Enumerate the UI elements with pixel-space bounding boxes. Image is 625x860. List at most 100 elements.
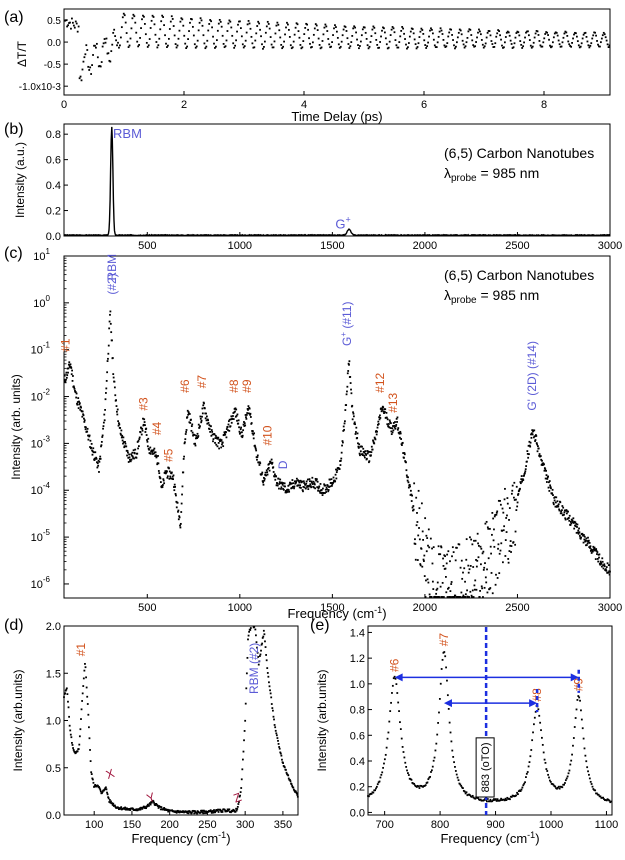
panel-a-point <box>606 43 609 46</box>
panel-c-point <box>73 386 76 389</box>
panel-c-point <box>187 411 190 413</box>
panel-a-point <box>221 34 224 37</box>
panel-a-point <box>143 15 145 18</box>
panel-c-point <box>230 418 232 421</box>
panel-c-point <box>101 436 104 438</box>
panel-c-point <box>415 496 418 499</box>
panel-c-point <box>540 464 543 466</box>
panel-c-point <box>98 471 100 473</box>
panel-c-point <box>506 514 508 517</box>
panel-d-point <box>258 655 261 657</box>
panel-c-point <box>126 454 128 457</box>
panel-c-point <box>594 549 596 552</box>
panel-c-point <box>405 474 408 477</box>
lambda-subscript: probe <box>451 295 477 306</box>
panel-c-point <box>259 462 262 465</box>
panel-e-point <box>505 799 508 801</box>
panel-d-point <box>101 791 104 793</box>
panel-c-annotation: #1 <box>59 338 73 352</box>
panel-d-point <box>134 809 137 812</box>
panel-a-point <box>264 31 267 34</box>
panel-c-point <box>597 560 600 563</box>
panel-d-point <box>220 811 223 813</box>
panel-a-point <box>357 44 359 46</box>
panel-e-point <box>517 793 519 796</box>
panel-d-point <box>132 808 134 810</box>
panel-a-point <box>402 27 405 30</box>
panel-a-point <box>469 28 472 31</box>
panel-a-point <box>427 41 429 44</box>
panel-c-point <box>587 536 589 539</box>
panel-c-point <box>506 502 509 505</box>
panel-c-point <box>484 522 487 525</box>
panel-a-point <box>171 18 174 20</box>
panel-c-point <box>282 488 284 490</box>
panel-d-point <box>270 703 273 705</box>
panel-c-point <box>71 369 74 372</box>
panel-c-point <box>293 480 296 483</box>
panel-e-point <box>491 800 494 803</box>
panel-c-point <box>86 430 89 433</box>
panel-c-point <box>189 421 192 424</box>
panel-c-point <box>442 596 445 598</box>
panel-a-point <box>412 32 415 35</box>
panel-c-point <box>153 447 156 450</box>
panel-c-point <box>350 388 352 391</box>
panel-d-point <box>278 746 281 748</box>
panel-a-point <box>475 41 477 43</box>
panel-c-point <box>467 564 470 567</box>
panel-a-point <box>81 68 84 71</box>
panel-a-point <box>123 14 126 17</box>
panel-a-point <box>501 44 503 47</box>
panel-c-point <box>423 554 426 557</box>
panel-c-point <box>120 433 122 436</box>
panel-label-c: (c) <box>4 245 23 262</box>
panel-c-point <box>155 456 158 459</box>
panel-a-point <box>201 24 204 27</box>
panel-d-point <box>201 809 204 812</box>
panel-a-point <box>507 31 510 34</box>
panel-e-point <box>591 785 594 788</box>
panel-c-point <box>418 507 421 510</box>
panel-a-point <box>541 45 544 48</box>
panel-c-point <box>112 373 115 375</box>
panel-c-point <box>194 444 197 447</box>
panel-d-point <box>245 687 248 690</box>
panel-c-point <box>530 436 533 439</box>
panel-c-point <box>83 419 86 422</box>
panel-d-point <box>288 778 291 781</box>
panel-c-point <box>536 443 539 446</box>
panel-d-point <box>200 809 202 812</box>
panel-c-point <box>115 410 118 413</box>
panel-e-point <box>575 708 578 711</box>
panel-a-point <box>211 26 213 29</box>
panel-e-point <box>519 790 522 792</box>
panel-c-point <box>396 416 399 419</box>
panel-c-point <box>205 412 207 415</box>
panel-c-point <box>381 407 383 410</box>
panel-a-point <box>277 23 280 26</box>
panel-c-point <box>230 415 233 418</box>
panel-c-point <box>450 581 453 583</box>
panel-c-point <box>345 404 348 406</box>
panel-c-annotation: #8 <box>227 379 241 393</box>
panel-d-point <box>154 804 157 807</box>
panel-a-point <box>278 29 281 32</box>
panel-d-point <box>285 771 288 774</box>
panel-d-point <box>282 762 284 764</box>
panel-a-point <box>126 40 129 43</box>
panel-a-point <box>531 45 534 48</box>
panel-c-point <box>309 480 311 483</box>
panel-a-point <box>596 40 598 42</box>
panel-d-point <box>243 739 245 742</box>
panel-c-point <box>351 404 354 407</box>
panel-c-point <box>419 564 422 567</box>
panel-d-point <box>84 666 87 669</box>
panel-c-point <box>572 517 575 520</box>
panel-a-point <box>549 44 551 47</box>
panel-a-point <box>473 45 476 48</box>
panel-c-point <box>182 471 185 474</box>
panel-d-point <box>86 695 89 698</box>
panel-c-point <box>390 430 393 433</box>
panel-c-point <box>291 479 294 481</box>
